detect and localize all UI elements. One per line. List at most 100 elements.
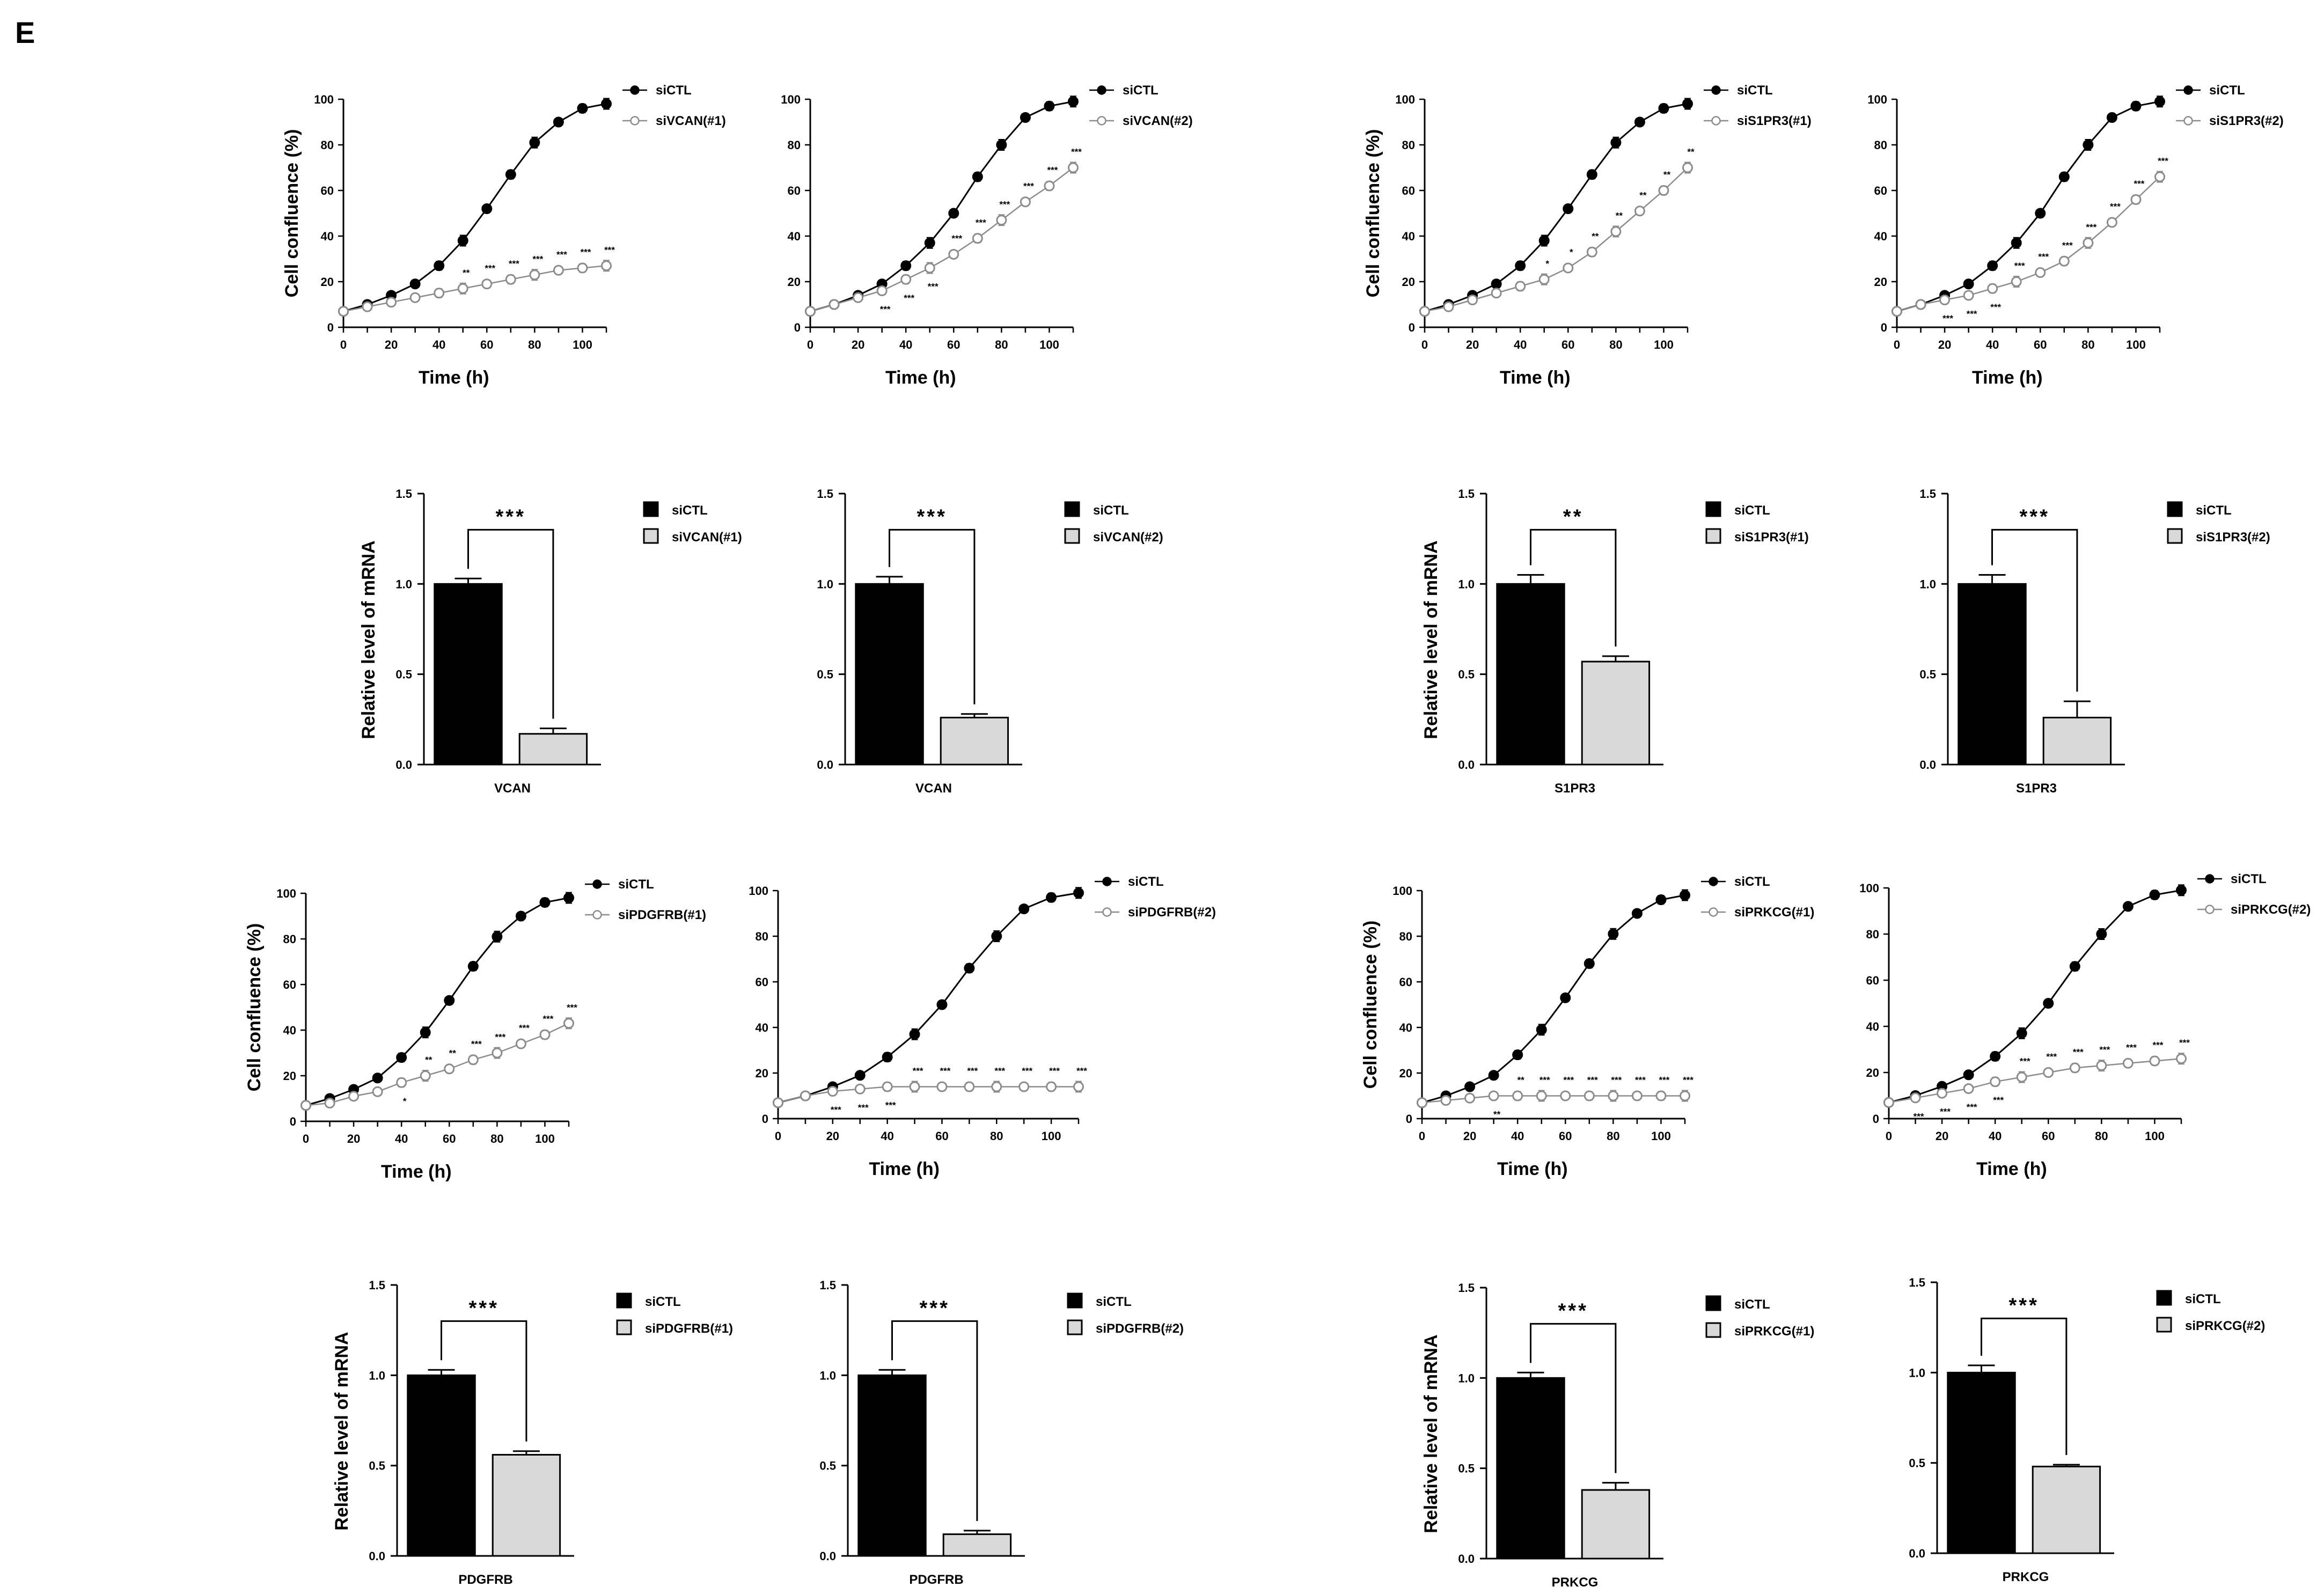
data-point [457,235,468,246]
bar-chart-6: 0.0 0.5 1.0 1.5 ** S1PR3 Relative level of mRN… [1421,487,1809,796]
y-tick-label: 0.0 [1909,1547,1925,1560]
data-point [2130,194,2142,205]
bar-1 [1581,1489,1651,1560]
data-point [827,1086,838,1097]
data-point [1655,1090,1667,1101]
legend-label: siCTL [2209,83,2245,98]
significance-label: *** [543,1014,554,1024]
series-line-0 [778,892,1079,1104]
significance-label: *** [471,1039,482,1049]
data-point [601,98,612,109]
data-point [1610,137,1622,148]
data-point [991,931,1002,942]
x-tick-label: 60 [2034,338,2047,351]
legend-label: siCTL [2185,1292,2221,1306]
series-line-1 [1421,1095,1685,1104]
legend-marker [1102,907,1112,917]
data-point [1440,1095,1451,1106]
significance-bracket [1530,1323,1617,1473]
y-tick-label: 100 [1392,884,1412,898]
legend-marker [1102,877,1112,886]
significance-label: ** [1592,231,1599,241]
data-point [854,1070,866,1081]
data-point [948,208,959,219]
legend-swatch [1705,1295,1721,1311]
y-tick-label: 40 [1402,230,1415,243]
x-axis-title: PRKCG [2003,1570,2049,1584]
data-point [2058,171,2070,182]
x-tick-label: 100 [1654,338,1674,351]
significance-label: *** [1967,1102,1977,1112]
bar-chart-12: 0.0 0.5 1.0 1.5 *** PDGFRB Relative level of m… [332,1279,733,1587]
data-point [1963,1069,1974,1081]
data-point [2096,1060,2107,1071]
data-point [1044,100,1055,112]
data-point [1680,890,1690,901]
significance-label: *** [917,505,947,528]
data-point [1068,96,1079,107]
legend-label: siS1PR3(#2) [2196,530,2270,545]
significance-label: *** [1071,147,1082,157]
data-point [1892,306,1902,317]
x-tick-label: 40 [899,338,912,351]
legend-swatch [2167,528,2183,544]
bar-1 [518,733,588,766]
data-point [853,292,864,303]
y-tick-label: 60 [788,184,801,197]
y-tick-label: 0 [290,1115,296,1128]
significance-label: *** [485,263,495,273]
bar-0 [1958,583,2027,766]
x-tick-label: 60 [443,1132,456,1145]
x-tick-label: 20 [347,1132,360,1145]
legend-swatch [643,528,659,544]
legend-label: siVCAN(#2) [1123,114,1193,128]
x-tick-label: 80 [490,1132,503,1145]
significance-bracket [1981,1317,2068,1456]
data-point [457,283,468,294]
data-point [1608,928,1619,939]
significance-label: *** [1993,1095,2004,1105]
x-axis-title: Time (h) [869,1159,940,1179]
y-tick-label: 1.0 [1458,577,1475,591]
data-point [996,215,1007,226]
y-tick-label: 0 [1881,321,1887,334]
significance-label: *** [1049,1066,1060,1076]
y-tick-label: 0.0 [395,758,412,772]
significance-label: *** [2038,252,2049,262]
bar-1 [2032,1465,2101,1554]
data-point [434,260,445,271]
legend-label: siCTL [2196,503,2232,518]
significance-label: *** [967,1066,978,1076]
y-tick-label: 0.5 [1458,1462,1475,1475]
data-point [2106,217,2117,228]
significance-label: *** [2073,1047,2084,1057]
x-axis-title: Time (h) [1976,1159,2047,1179]
legend-label: siPRKCG(#2) [2231,902,2311,917]
x-tick-label: 60 [1561,338,1574,351]
legend-swatch [1064,501,1080,517]
legend-swatch [1705,528,1721,544]
y-tick-label: 60 [1402,184,1415,197]
data-point [420,1070,431,1081]
data-point [924,237,935,248]
data-point [1515,281,1526,292]
data-point [2043,1067,2054,1078]
data-point [1512,1090,1523,1101]
bar-0 [1496,583,1565,766]
significance-label: *** [532,254,543,264]
legend-label: siCTL [2231,872,2267,886]
series-line-0 [810,100,1074,312]
x-axis-title: S1PR3 [2016,781,2057,796]
y-tick-label: 1.0 [817,577,833,591]
x-tick-label: 80 [990,1129,1003,1143]
significance-label: *** [2099,1045,2110,1055]
legend-label: siPRKCG(#2) [2185,1319,2265,1333]
data-point [1583,958,1595,969]
y-axis-title: Relative level of mRNA [1421,540,1441,739]
data-point [1536,1090,1547,1101]
series-line-0 [1421,894,1685,1104]
y-tick-label: 0 [1873,1112,1879,1126]
data-point [1915,299,1926,310]
data-point [539,897,551,908]
